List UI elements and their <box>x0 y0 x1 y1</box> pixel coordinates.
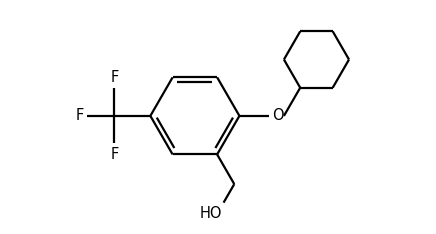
Text: HO: HO <box>199 206 222 221</box>
Text: F: F <box>110 147 119 162</box>
Text: O: O <box>272 108 283 123</box>
Text: F: F <box>75 108 84 123</box>
Text: F: F <box>110 70 119 85</box>
